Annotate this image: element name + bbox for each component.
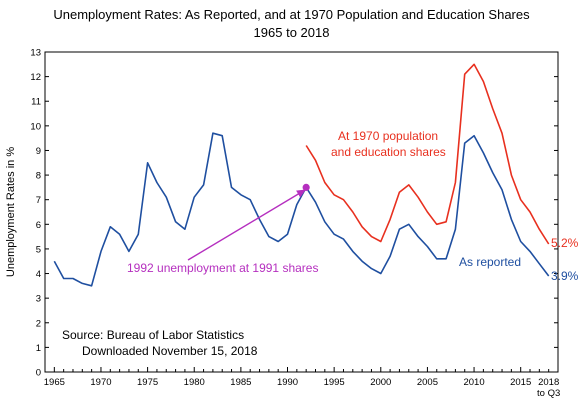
x-tick-label: 1975 bbox=[137, 377, 158, 388]
y-tick-label: 6 bbox=[36, 220, 41, 231]
source-line1: Source: Bureau of Labor Statistics bbox=[62, 328, 244, 342]
x-tick-label: 1965 bbox=[44, 377, 65, 388]
x-tick-label: 1980 bbox=[184, 377, 205, 388]
x-tick-label: 1970 bbox=[90, 377, 111, 388]
y-tick-label: 5 bbox=[36, 244, 41, 255]
y-tick-label: 4 bbox=[36, 269, 41, 280]
y-tick-label: 1 bbox=[36, 343, 41, 354]
chart-title: Unemployment Rates: As Reported, and at … bbox=[53, 7, 530, 22]
blue-end-value: 3.9% bbox=[551, 269, 579, 283]
red-series-label-line1: At 1970 population bbox=[338, 129, 438, 143]
plot-frame bbox=[44, 51, 559, 373]
y-tick-label: 9 bbox=[36, 146, 41, 157]
blue-series-label: As reported bbox=[459, 255, 521, 269]
y-tick-label: 11 bbox=[31, 97, 41, 108]
series-line-1970-shares bbox=[305, 63, 550, 245]
x-tick-label: 1990 bbox=[277, 377, 298, 388]
y-tick-label: 13 bbox=[30, 48, 41, 59]
annotation-arrow bbox=[187, 189, 306, 261]
y-axis-title: Unemployment Rates in % bbox=[5, 147, 17, 277]
y-tick-label: 3 bbox=[36, 294, 41, 305]
x-tick-label: 2015 bbox=[510, 377, 531, 388]
chart-subtitle: 1965 to 2018 bbox=[254, 25, 330, 40]
y-tick-label: 8 bbox=[36, 171, 41, 182]
red-series-label-line2: and education shares bbox=[331, 145, 446, 159]
x-tick-sublabel: to Q3 bbox=[537, 388, 560, 399]
x-tick-label: 2000 bbox=[370, 377, 391, 388]
purple-annotation: 1992 unemployment at 1991 shares bbox=[127, 261, 318, 275]
x-axis: 1965 1970 1975 1980 1985 1990 1995 2000 2005 2010… bbox=[44, 367, 560, 399]
highlight-point bbox=[302, 183, 310, 191]
series-group bbox=[53, 63, 550, 287]
x-tick-label: 2018 bbox=[538, 377, 559, 388]
x-tick-label: 2010 bbox=[463, 377, 484, 388]
y-tick-label: 12 bbox=[30, 72, 41, 83]
x-tick-label: 2005 bbox=[417, 377, 438, 388]
source-line2: Downloaded November 15, 2018 bbox=[82, 344, 258, 358]
x-tick-label: 1995 bbox=[324, 377, 345, 388]
y-tick-label: 7 bbox=[36, 195, 41, 206]
x-tick-label: 1985 bbox=[230, 377, 251, 388]
red-end-value: 5.2% bbox=[551, 236, 579, 250]
y-tick-label: 2 bbox=[36, 318, 41, 329]
y-tick-label: 0 bbox=[36, 368, 41, 379]
y-tick-label: 10 bbox=[30, 121, 41, 132]
